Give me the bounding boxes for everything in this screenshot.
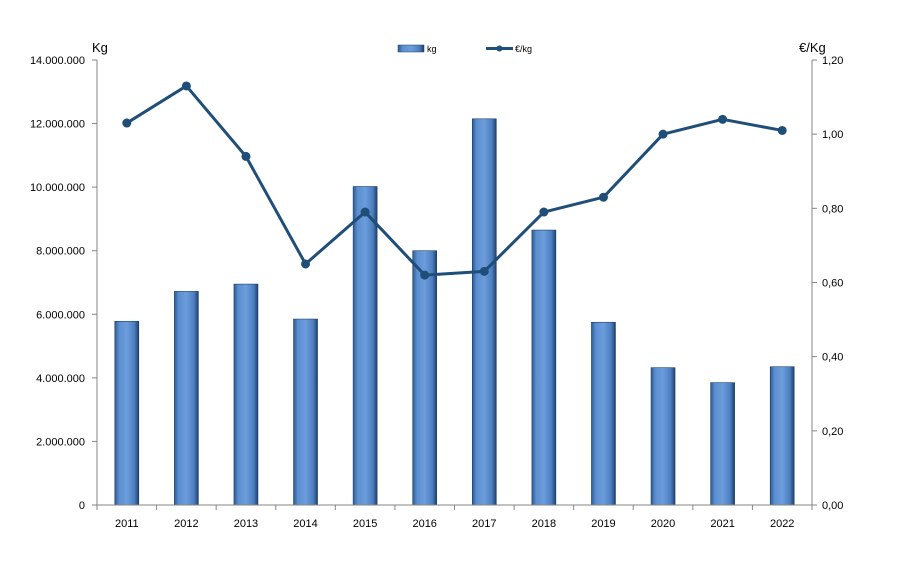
x-tick-label: 2012 <box>174 518 198 530</box>
x-tick-label: 2011 <box>115 518 139 530</box>
bar-2020 <box>650 367 676 506</box>
x-tick-label: 2016 <box>412 518 436 530</box>
x-tick-label: 2020 <box>651 518 675 530</box>
y-left-tick-label: 2.000.000 <box>36 436 85 448</box>
bar-2015 <box>352 186 378 506</box>
x-tick-label: 2015 <box>353 518 377 530</box>
y-right-tick-label: 1,20 <box>822 55 843 67</box>
bar-2012 <box>174 291 199 506</box>
line-point-2021 <box>718 114 728 124</box>
legend-line-label: €/kg <box>515 44 532 54</box>
legend: kg €/kg <box>397 44 532 54</box>
bar-2014 <box>293 318 318 506</box>
legend-line-marker <box>496 45 503 52</box>
bar-2022 <box>769 366 795 506</box>
legend-bar-swatch <box>397 44 425 53</box>
x-tick-label: 2022 <box>770 518 794 530</box>
line-point-2012 <box>181 81 191 91</box>
line-layer <box>122 81 787 280</box>
x-tick-label: 2018 <box>532 518 556 530</box>
y-left-tick-label: 6.000.000 <box>36 309 85 321</box>
y-left-tick-label: 8.000.000 <box>36 246 85 258</box>
bar-2018 <box>531 229 557 506</box>
axes-layer <box>92 59 817 510</box>
x-tick-label: 2021 <box>710 518 734 530</box>
bar-2017 <box>471 118 497 506</box>
y-right-tick-label: 0,60 <box>822 278 843 290</box>
y-left-tick-label: 12.000.000 <box>30 119 85 131</box>
legend-bar-label: kg <box>427 44 437 54</box>
y-right-tick-label: 0,80 <box>822 203 843 215</box>
line-point-2015 <box>360 207 370 217</box>
bar-2016 <box>412 250 438 506</box>
line-point-2022 <box>777 125 787 135</box>
y-left-tick-label: 14.000.000 <box>30 55 85 67</box>
bar-2019 <box>591 321 616 506</box>
line-point-2017 <box>479 266 489 276</box>
y-right-tick-label: 1,00 <box>822 129 843 141</box>
line-point-2013 <box>241 151 251 161</box>
y-right-tick-label: 0,20 <box>822 426 843 438</box>
y-right-tick-label: 0,00 <box>822 500 843 512</box>
line-point-2019 <box>598 192 608 202</box>
line-point-2011 <box>122 118 132 128</box>
labels-layer: 0 2.000.000 4.000.000 6.000.000 8.000.000 10.… <box>30 40 843 530</box>
line-point-2020 <box>658 129 668 139</box>
line-series-eur-kg <box>125 84 783 277</box>
line-point-2018 <box>539 207 549 217</box>
y-axis-left-title: Kg <box>92 40 108 55</box>
line-point-2016 <box>420 270 430 280</box>
bar-2013 <box>233 283 259 506</box>
y-left-tick-label: 10.000.000 <box>30 182 85 194</box>
line-point-2014 <box>301 259 311 269</box>
x-tick-label: 2014 <box>293 518 317 530</box>
x-tick-label: 2017 <box>472 518 496 530</box>
bars-layer <box>114 118 795 506</box>
y-right-tick-label: 0,40 <box>822 352 843 364</box>
x-tick-label: 2013 <box>234 518 258 530</box>
bar-2021 <box>710 382 735 506</box>
y-axis-right-title: €/Kg <box>799 40 826 55</box>
y-left-tick-label: 4.000.000 <box>36 373 85 385</box>
x-tick-label: 2019 <box>591 518 615 530</box>
bar-2011 <box>114 320 140 506</box>
y-left-tick-label: 0 <box>79 500 85 512</box>
